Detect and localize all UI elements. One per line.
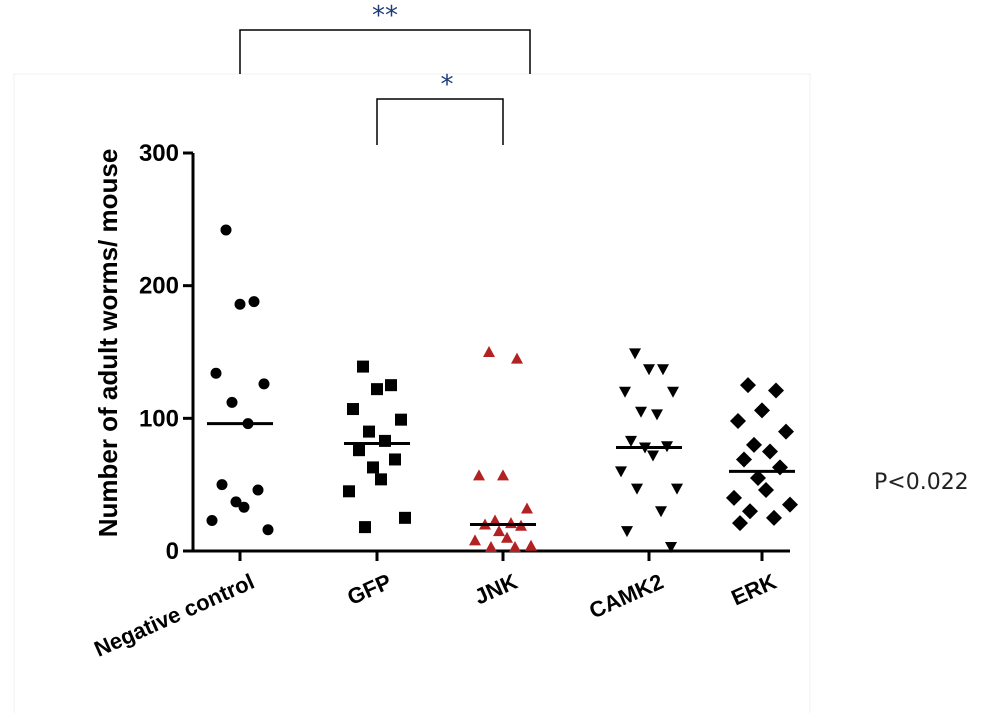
median-lines <box>207 422 795 526</box>
data-point <box>762 443 778 460</box>
data-point <box>629 348 641 360</box>
data-point <box>473 469 485 481</box>
data-point <box>754 402 770 419</box>
data-point <box>371 383 383 396</box>
data-point <box>778 423 794 440</box>
data-point <box>210 367 222 379</box>
data-point <box>216 479 228 491</box>
data-point <box>485 541 497 553</box>
data-point <box>238 501 250 513</box>
data-point <box>732 515 748 532</box>
data-point <box>647 450 659 462</box>
data-point <box>359 521 371 534</box>
data-point <box>483 346 495 357</box>
data-point <box>667 386 679 398</box>
data-point <box>357 360 369 373</box>
y-axis-title: Number of adult worms/ mouse <box>93 149 123 538</box>
significance-label: ** <box>372 1 398 31</box>
y-tick-label: 200 <box>139 273 179 300</box>
data-point <box>230 496 242 508</box>
data-point <box>469 534 481 546</box>
data-point <box>665 542 677 554</box>
data-point <box>643 364 655 376</box>
data-point <box>395 413 407 426</box>
p-value-label: P<0.022 <box>874 470 969 495</box>
data-point <box>766 509 782 526</box>
significance-bracket <box>376 98 504 145</box>
data-point <box>615 466 627 478</box>
data-point <box>521 502 533 514</box>
plot-panel <box>13 73 811 713</box>
data-point <box>621 526 633 538</box>
data-point <box>619 386 631 398</box>
y-tick-label: 100 <box>139 405 179 432</box>
data-point <box>730 412 746 429</box>
data-point <box>625 435 637 447</box>
data-point <box>768 382 784 399</box>
data-point <box>740 377 756 394</box>
data-point <box>525 539 537 551</box>
data-point <box>631 483 643 495</box>
significance-bracket <box>239 29 531 74</box>
data-point <box>750 470 766 487</box>
data-point <box>746 436 762 453</box>
data-point <box>489 514 501 526</box>
data-point <box>511 352 523 364</box>
data-point <box>782 496 798 513</box>
data-point <box>248 296 260 308</box>
data-point <box>258 378 270 390</box>
data-point <box>262 524 274 536</box>
y-tick-label: 0 <box>166 538 179 565</box>
data-point <box>493 525 505 537</box>
significance-brackets: *** <box>239 1 531 145</box>
data-point <box>375 473 387 486</box>
data-point <box>655 506 667 518</box>
data-point <box>399 511 411 524</box>
data-point <box>651 409 663 421</box>
data-point <box>347 403 359 416</box>
data-point <box>726 489 742 506</box>
data-point <box>389 453 401 466</box>
data-point <box>497 469 509 481</box>
data-point <box>657 364 669 376</box>
data-point <box>363 425 375 438</box>
data-point <box>671 483 683 495</box>
data-points <box>206 224 798 554</box>
y-tick-label: 300 <box>139 140 179 167</box>
data-point <box>353 444 365 457</box>
data-point <box>758 481 774 498</box>
data-point <box>252 484 264 496</box>
data-point <box>220 224 232 236</box>
data-point <box>206 514 218 526</box>
data-point <box>509 541 521 553</box>
data-point <box>367 461 379 474</box>
data-point <box>385 379 397 392</box>
data-point <box>635 406 647 418</box>
data-point <box>234 298 246 310</box>
data-point <box>736 451 752 468</box>
data-point <box>343 485 355 498</box>
significance-label: * <box>441 70 454 100</box>
data-point <box>742 503 758 520</box>
data-point <box>501 531 513 543</box>
data-point <box>379 434 391 447</box>
data-point <box>226 396 238 408</box>
